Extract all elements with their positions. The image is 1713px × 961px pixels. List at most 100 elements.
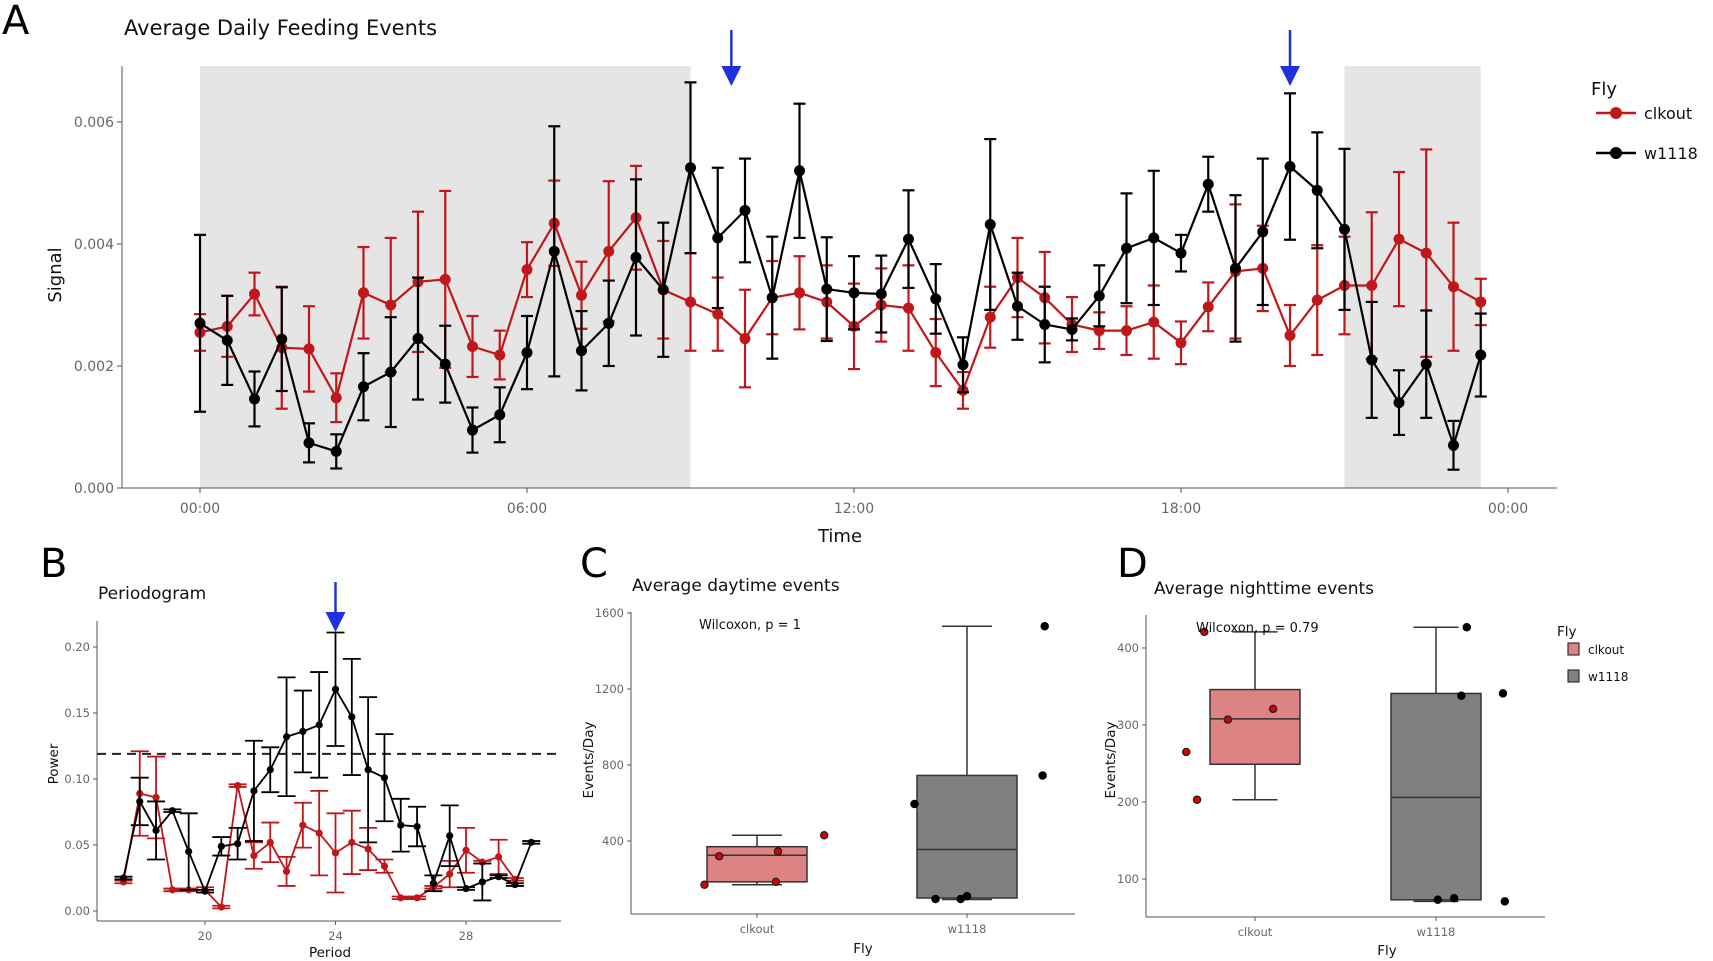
series-w1118-point [429,879,437,887]
jitter-point [1500,897,1510,906]
box-w1118 [1390,622,1510,906]
legend-clkout-label: clkout [1644,104,1692,123]
series-w1118-point [630,251,642,263]
panel-d-x-label: Fly [1377,943,1397,959]
legend-w1118-label: w1118 [1644,144,1698,163]
series-clkout-point [494,349,506,361]
series-w1118-point [358,381,369,393]
series-clkout-point [1448,281,1459,293]
y-tick-label: 0.00 [64,904,90,918]
series-clkout-point [364,845,372,853]
series-w1118-point [984,218,996,230]
x-tick-label: clkout [1238,925,1273,939]
series-w1118-line [122,687,533,894]
series-w1118-point [467,424,478,436]
series-w1118-point [1148,232,1160,244]
jitter-point [771,877,781,887]
series-w1118-point [136,797,144,806]
series-clkout-point [984,311,996,323]
series-w1118-point [875,288,887,300]
panel-letter-c: C [580,541,608,587]
series-clkout-point [467,340,478,352]
series-w1118-point [1448,439,1459,451]
series-w1118-point [821,283,833,295]
series-clkout-point [1393,233,1405,245]
x-tick-label: 12:00 [834,501,874,517]
panel-letter-d: D [1117,541,1148,587]
series-w1118-point [685,162,696,174]
series-w1118-point [276,333,288,345]
series-w1118-point [1012,300,1023,312]
series-w1118-point [462,884,470,893]
series-w1118-point [494,409,506,421]
series-clkout-point [385,299,397,311]
panel-c-y-label: Events/Day [581,722,597,799]
series-w1118-point [315,721,323,729]
series-w1118-point [266,766,274,774]
series-clkout-point [462,846,470,854]
series-w1118-point [1311,184,1323,196]
series-w1118-point [1039,319,1051,331]
box-w1118 [910,622,1049,904]
panel-b-periodogram: Periodogram 0.00 0.05 0.10 0.15 0.20 20 24 28 P… [46,582,561,961]
series-clkout-point [299,821,307,829]
y-tick-label: 800 [602,758,624,772]
x-tick-label: w1118 [1417,925,1456,939]
series-clkout-point [303,343,315,355]
panel-c-x-label: Fly [853,941,873,957]
jitter-point [1038,771,1047,780]
blue-arrow-head [1280,66,1300,86]
series-w1118-point [119,874,128,882]
series-w1118-point [1393,397,1405,409]
panel-d-annotation: Wilcoxon, p = 0.79 [1196,621,1319,636]
series-clkout-point [446,870,454,878]
series-clkout-point [603,245,615,257]
jitter-point [700,880,709,889]
y-tick-label: 0.000 [74,481,114,497]
x-tick-label: w1118 [948,922,987,936]
series-w1118-point [712,232,724,244]
legend-clkout-label: clkout [1588,643,1624,657]
series-w1118-point [1257,226,1269,238]
series-clkout-point [1311,294,1323,306]
series-clkout-point [739,333,751,345]
series-w1118-point [576,345,587,357]
series-clkout-point [794,287,805,299]
box-clkout [1181,627,1301,804]
series-w1118-point [364,766,372,774]
series-clkout-point [234,782,242,790]
series-clkout-point [930,347,942,359]
series-w1118-point [397,821,405,829]
legend-clkout-swatch [1567,642,1580,656]
y-tick-label: 0.004 [74,237,114,253]
x-tick-label: 18:00 [1161,501,1201,517]
panel-b-x-label: Period [309,945,351,961]
series-w1118-point [413,822,421,831]
jitter-point [1498,689,1508,698]
series-w1118-point [1284,161,1296,173]
y-tick-label: 0.15 [64,706,90,720]
series-clkout-point [1475,296,1487,308]
blue-arrow-head [721,66,742,86]
x-tick-label: 06:00 [507,501,547,517]
series-w1118-point [903,233,914,245]
series-w1118-point [957,359,969,371]
series-w1118-point [348,713,356,721]
panel-d-nighttime-boxplot: Average nighttime events 100 200 300 400 clk… [1103,579,1628,959]
series-w1118-point [739,204,751,216]
series-clkout-point [712,308,724,320]
series-clkout-point [495,853,503,861]
box-iqr [916,774,1018,899]
series-clkout-point [1284,330,1296,341]
series-w1118-point [1475,349,1487,361]
panel-c-title: Average daytime events [632,576,840,596]
legend-w1118-swatch [1567,669,1580,683]
series-clkout-point [685,296,696,308]
panel-b-title: Periodogram [98,584,206,604]
y-tick-label: 0.10 [64,772,90,786]
series-clkout-point [903,302,914,314]
jitter-point [1449,894,1459,903]
panel-a-legend: Fly clkout w1118 [1591,79,1698,163]
series-clkout-point [1148,316,1160,328]
series-w1118-point [249,393,260,405]
